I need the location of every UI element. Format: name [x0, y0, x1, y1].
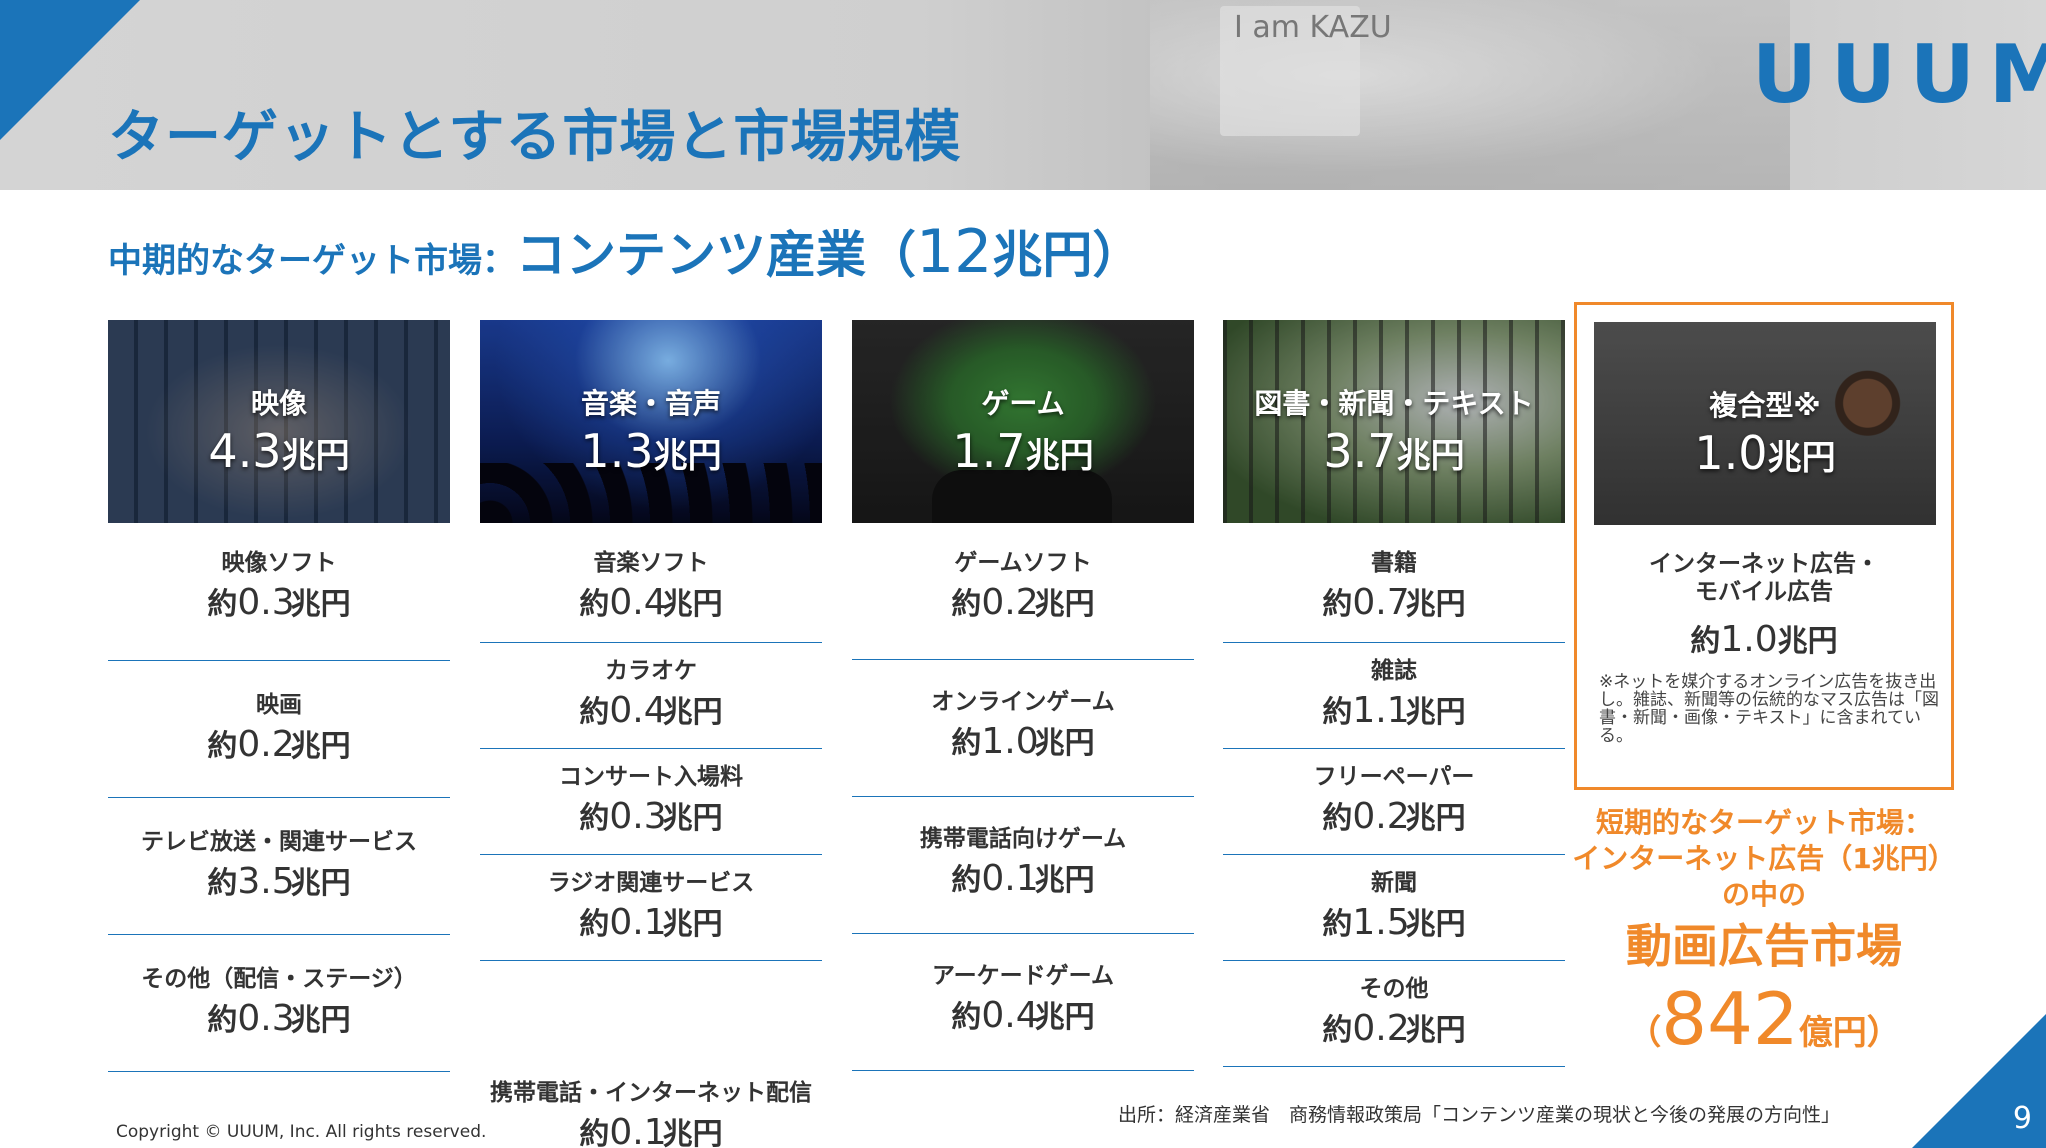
short-term-headline: 動画広告市場	[1626, 919, 1902, 973]
subtitle-unit: 兆円	[992, 226, 1093, 284]
photo-sign	[1220, 6, 1360, 136]
category-label: 図書・新聞・テキスト	[1254, 387, 1534, 420]
list-item: 音楽ソフト 約0.4兆円	[480, 523, 822, 643]
category-value: 1.3兆円	[580, 424, 722, 478]
category-label: 音楽・音声	[580, 387, 721, 420]
laptop-image	[1594, 322, 1936, 525]
subtitle-prefix: 中期的なターゲット市場：	[108, 241, 516, 281]
reading-image	[1223, 320, 1565, 523]
list-item: 映画 約0.2兆円	[108, 661, 450, 798]
column-books: 図書・新聞・テキスト 3.7兆円 書籍 約0.7兆円 雑誌 約1.1兆円 フリー…	[1223, 320, 1565, 1067]
copyright: Copyright © UUUM, Inc. All rights reserv…	[116, 1122, 487, 1142]
list-item: ゲームソフト 約0.2兆円	[852, 523, 1194, 660]
concert-image	[480, 320, 822, 523]
list-item: その他 約0.2兆円	[1223, 961, 1565, 1067]
page-corner-accent	[1912, 1014, 2046, 1148]
slide-title: ターゲットとする市場と市場規模	[108, 105, 962, 170]
list-item: 書籍 約0.7兆円	[1223, 523, 1565, 643]
column-video: 映像 4.3兆円 映像ソフト 約0.3兆円 映画 約0.2兆円 テレビ放送・関連…	[108, 320, 450, 1072]
subtitle-number: 12	[916, 217, 993, 287]
category-label: 映像	[250, 387, 307, 420]
list-item: 携帯電話・インターネット配信 約0.1兆円	[480, 961, 822, 1148]
list-item: 映像ソフト 約0.3兆円	[108, 523, 450, 661]
category-tile-video: 映像 4.3兆円	[108, 320, 450, 523]
short-term-line2: インターネット広告（1兆円）	[1572, 842, 1956, 875]
page-number: 9	[2012, 1101, 2032, 1136]
list-item: オンラインゲーム 約1.0兆円	[852, 660, 1194, 797]
subtitle: 中期的なターゲット市場：コンテンツ産業（12兆円）	[108, 215, 1142, 287]
list-item: 雑誌 約1.1兆円	[1223, 643, 1565, 749]
source-note: 出所：経済産業省 商務情報政策局「コンテンツ産業の現状と今後の発展の方向性」	[1118, 1104, 1841, 1126]
list-item: テレビ放送・関連サービス 約3.5兆円	[108, 798, 450, 935]
gaming-image	[852, 320, 1194, 523]
subtitle-main: コンテンツ産業（	[516, 226, 916, 284]
corner-accent	[0, 0, 140, 140]
category-tile-music: 音楽・音声 1.3兆円	[480, 320, 822, 523]
list-item: 新聞 約1.5兆円	[1223, 855, 1565, 961]
list-item: 携帯電話向けゲーム 約0.1兆円	[852, 797, 1194, 934]
subtitle-close: ）	[1092, 226, 1143, 284]
mixed-category-box: 複合型※ 1.0兆円 インターネット広告・ モバイル広告 約1.0兆円 ※ネット…	[1574, 302, 1954, 790]
list-item: カラオケ 約0.4兆円	[480, 643, 822, 749]
mixed-item: インターネット広告・ モバイル広告 約1.0兆円	[1649, 551, 1879, 660]
category-label: ゲーム	[981, 387, 1065, 420]
list-item: その他（配信・ステージ） 約0.3兆円	[108, 935, 450, 1072]
column-music: 音楽・音声 1.3兆円 音楽ソフト 約0.4兆円 カラオケ 約0.4兆円 コンサ…	[480, 320, 822, 1148]
category-tile-mixed: 複合型※ 1.0兆円	[1594, 322, 1936, 525]
category-tile-books: 図書・新聞・テキスト 3.7兆円	[1223, 320, 1565, 523]
mixed-footnote: ※ネットを媒介するオンライン広告を抜き出し。雑誌、新聞等の伝統的なマス広告は「図…	[1599, 672, 1939, 746]
photo-sign-text: I am KAZU	[1234, 10, 1392, 45]
header-band: I am KAZU	[0, 0, 2046, 190]
header-background-photo: I am KAZU	[1150, 0, 1790, 190]
category-tile-game: ゲーム 1.7兆円	[852, 320, 1194, 523]
video-wall-image	[108, 320, 450, 523]
category-label: 複合型※	[1709, 389, 1821, 422]
list-item: コンサート入場料 約0.3兆円	[480, 749, 822, 855]
category-value: 1.0兆円	[1694, 426, 1836, 480]
short-term-target: 短期的なターゲット市場： インターネット広告（1兆円） の中の 動画広告市場 （…	[1554, 805, 1974, 1073]
list-item: フリーペーパー 約0.2兆円	[1223, 749, 1565, 855]
category-value: 3.7兆円	[1323, 424, 1465, 478]
column-game: ゲーム 1.7兆円 ゲームソフト 約0.2兆円 オンラインゲーム 約1.0兆円 …	[852, 320, 1194, 1071]
list-item: ラジオ関連サービス 約0.1兆円	[480, 855, 822, 961]
short-term-line1: 短期的なターゲット市場：	[1595, 806, 1932, 839]
short-term-size: （842億円）	[1627, 977, 1901, 1061]
short-term-line3: の中の	[1721, 878, 1806, 911]
category-value: 4.3兆円	[208, 424, 350, 478]
list-item: アーケードゲーム 約0.4兆円	[852, 934, 1194, 1071]
uuum-logo: UUUM	[1752, 28, 2046, 121]
category-value: 1.7兆円	[952, 424, 1094, 478]
